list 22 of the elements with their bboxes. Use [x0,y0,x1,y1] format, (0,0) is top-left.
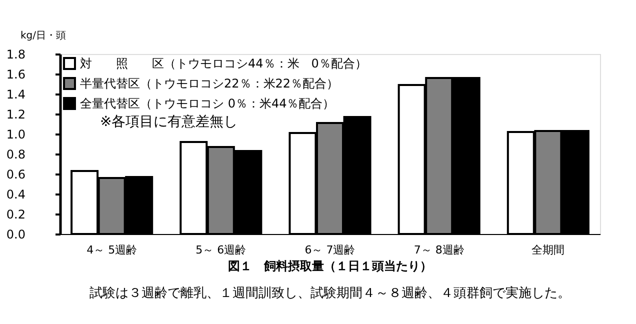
y-tick-label: 0.4 [6,188,26,202]
y-axis-title: kg/日・頭 [20,30,66,42]
legend-label: 半量代替区（トウモロコシ22％：米22％配合） [80,76,339,90]
y-tick-label: 0.8 [6,148,26,162]
legend-label: 対 照 区（トウモロコシ44％：米 0％配合） [80,56,367,70]
x-tick-label: 4～ 5週齢 [86,244,138,256]
annotation: ※各項目に有意差無し [100,114,238,130]
x-tick-label: 6～ 7週齢 [304,244,356,256]
x-tick-label: 5～ 6週齢 [196,244,246,256]
y-tick-label: 0.0 [6,228,26,242]
y-tick-label: 1.2 [6,108,26,122]
legend-label: 全量代替区（トウモロコシ 0％：米44％配合） [80,96,335,110]
y-tick-label: 1.0 [6,128,26,142]
x-tick-label: 全期間 [532,244,565,256]
y-tick-label: 1.8 [6,48,26,62]
text: 試験は３週齢で離乳、１週間訓致し、試験期間４～８週齢、４頭群飼で実施した。 [90,285,570,301]
y-tick-label: 0.6 [6,168,26,182]
y-tick-label: 1.4 [6,88,26,102]
x-tick-label: 7～ 8週齢 [414,244,464,256]
y-tick-label: 0.2 [6,208,26,222]
text: 図１ 飼料摂取量（１日１頭当たり） [228,259,432,273]
y-tick-label: 1.6 [6,68,26,82]
